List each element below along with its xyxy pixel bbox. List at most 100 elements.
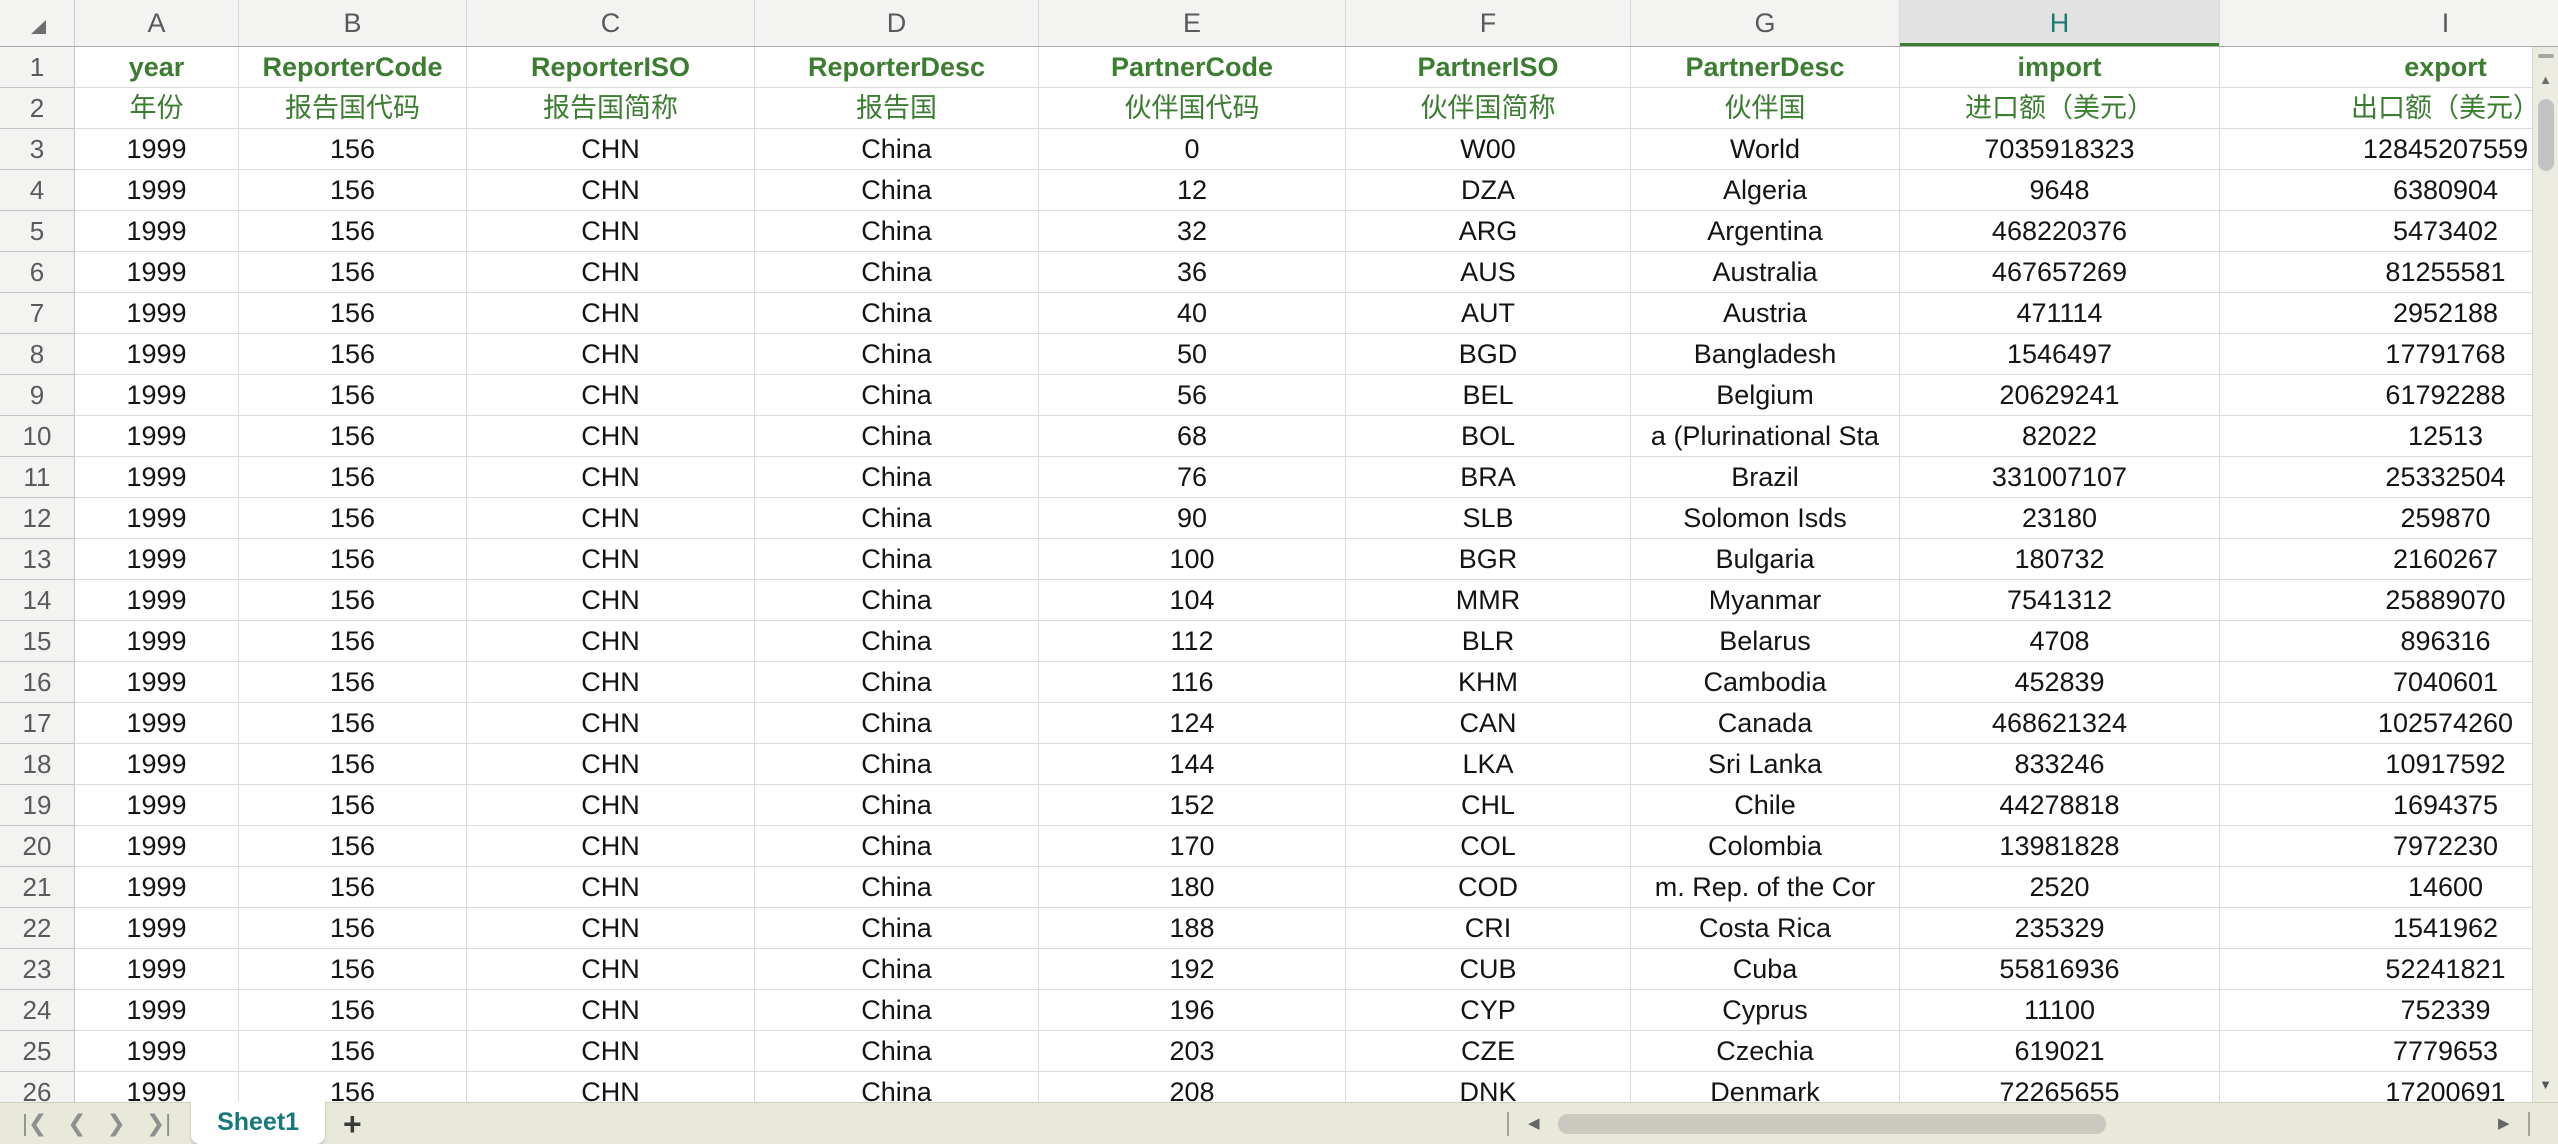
cell[interactable]: 156: [239, 457, 467, 498]
cell[interactable]: Canada: [1631, 703, 1900, 744]
cell[interactable]: Sri Lanka: [1631, 744, 1900, 785]
cell[interactable]: 81255581: [2220, 252, 2558, 293]
cell[interactable]: 7040601: [2220, 662, 2558, 703]
cell[interactable]: 156: [239, 416, 467, 457]
cell[interactable]: 伙伴国简称: [1346, 88, 1631, 129]
cell[interactable]: 报告国简称: [467, 88, 755, 129]
cell[interactable]: year: [75, 47, 239, 88]
cell[interactable]: Denmark: [1631, 1072, 1900, 1102]
cell[interactable]: Myanmar: [1631, 580, 1900, 621]
cell[interactable]: MMR: [1346, 580, 1631, 621]
row-header-9[interactable]: 9: [0, 375, 75, 416]
cell[interactable]: 156: [239, 949, 467, 990]
cell[interactable]: 331007107: [1900, 457, 2220, 498]
cell[interactable]: CHN: [467, 416, 755, 457]
cell[interactable]: World: [1631, 129, 1900, 170]
cell[interactable]: 1541962: [2220, 908, 2558, 949]
cell[interactable]: 11100: [1900, 990, 2220, 1031]
cell[interactable]: 1999: [75, 375, 239, 416]
cell[interactable]: 1999: [75, 703, 239, 744]
cell[interactable]: 17200691: [2220, 1072, 2558, 1102]
cell[interactable]: CHN: [467, 252, 755, 293]
cell[interactable]: 1999: [75, 949, 239, 990]
row-header-16[interactable]: 16: [0, 662, 75, 703]
cell[interactable]: 203: [1039, 1031, 1346, 1072]
cell[interactable]: China: [755, 1031, 1039, 1072]
cell[interactable]: Solomon Isds: [1631, 498, 1900, 539]
cell[interactable]: 68: [1039, 416, 1346, 457]
cell[interactable]: China: [755, 867, 1039, 908]
cell[interactable]: 156: [239, 662, 467, 703]
cell[interactable]: China: [755, 990, 1039, 1031]
cell[interactable]: 235329: [1900, 908, 2220, 949]
cell[interactable]: 9648: [1900, 170, 2220, 211]
cell[interactable]: 7779653: [2220, 1031, 2558, 1072]
cell[interactable]: 1999: [75, 867, 239, 908]
row-header-2[interactable]: 2: [0, 88, 75, 129]
cell[interactable]: 152: [1039, 785, 1346, 826]
cell[interactable]: Belarus: [1631, 621, 1900, 662]
cell[interactable]: 156: [239, 703, 467, 744]
cell[interactable]: SLB: [1346, 498, 1631, 539]
cell[interactable]: 156: [239, 908, 467, 949]
cell[interactable]: China: [755, 580, 1039, 621]
cell[interactable]: CHN: [467, 129, 755, 170]
cell[interactable]: 180732: [1900, 539, 2220, 580]
cell[interactable]: China: [755, 211, 1039, 252]
cell[interactable]: ReporterCode: [239, 47, 467, 88]
cell[interactable]: W00: [1346, 129, 1631, 170]
cell[interactable]: Cambodia: [1631, 662, 1900, 703]
cell[interactable]: Bulgaria: [1631, 539, 1900, 580]
cell[interactable]: CHN: [467, 170, 755, 211]
cell[interactable]: 50: [1039, 334, 1346, 375]
cell[interactable]: CHN: [467, 867, 755, 908]
cell[interactable]: China: [755, 375, 1039, 416]
cell[interactable]: 1999: [75, 826, 239, 867]
cell[interactable]: DNK: [1346, 1072, 1631, 1102]
vertical-scrollbar[interactable]: ▲ ▼: [2532, 47, 2558, 1102]
cell[interactable]: COD: [1346, 867, 1631, 908]
cell[interactable]: 156: [239, 129, 467, 170]
vertical-scrollbar-thumb[interactable]: [2538, 99, 2554, 171]
cell[interactable]: 12513: [2220, 416, 2558, 457]
row-header-13[interactable]: 13: [0, 539, 75, 580]
cell[interactable]: Colombia: [1631, 826, 1900, 867]
cell[interactable]: COL: [1346, 826, 1631, 867]
cell[interactable]: CHN: [467, 539, 755, 580]
cell[interactable]: Chile: [1631, 785, 1900, 826]
cell[interactable]: 报告国: [755, 88, 1039, 129]
cell[interactable]: 112: [1039, 621, 1346, 662]
cell[interactable]: CZE: [1346, 1031, 1631, 1072]
cell[interactable]: China: [755, 826, 1039, 867]
cell[interactable]: 170: [1039, 826, 1346, 867]
cell[interactable]: 76: [1039, 457, 1346, 498]
scroll-left-icon[interactable]: ◀: [1528, 1115, 1540, 1132]
cell[interactable]: 1999: [75, 662, 239, 703]
row-header-5[interactable]: 5: [0, 211, 75, 252]
cell[interactable]: 25889070: [2220, 580, 2558, 621]
cell[interactable]: 23180: [1900, 498, 2220, 539]
cell[interactable]: 36: [1039, 252, 1346, 293]
cell[interactable]: 1999: [75, 170, 239, 211]
cell[interactable]: 1999: [75, 990, 239, 1031]
cell[interactable]: China: [755, 334, 1039, 375]
cell[interactable]: 156: [239, 826, 467, 867]
cell[interactable]: 619021: [1900, 1031, 2220, 1072]
cell[interactable]: 467657269: [1900, 252, 2220, 293]
cell[interactable]: 1999: [75, 211, 239, 252]
cell[interactable]: PartnerCode: [1039, 47, 1346, 88]
row-header-15[interactable]: 15: [0, 621, 75, 662]
cell[interactable]: 1999: [75, 129, 239, 170]
cell[interactable]: ReporterDesc: [755, 47, 1039, 88]
row-header-12[interactable]: 12: [0, 498, 75, 539]
row-header-7[interactable]: 7: [0, 293, 75, 334]
cell[interactable]: 40: [1039, 293, 1346, 334]
cell[interactable]: 156: [239, 785, 467, 826]
cell[interactable]: 10917592: [2220, 744, 2558, 785]
cell[interactable]: 72265655: [1900, 1072, 2220, 1102]
cell[interactable]: 100: [1039, 539, 1346, 580]
cell[interactable]: AUS: [1346, 252, 1631, 293]
column-header-a[interactable]: A: [75, 0, 239, 46]
cell[interactable]: CHN: [467, 621, 755, 662]
cell[interactable]: import: [1900, 47, 2220, 88]
